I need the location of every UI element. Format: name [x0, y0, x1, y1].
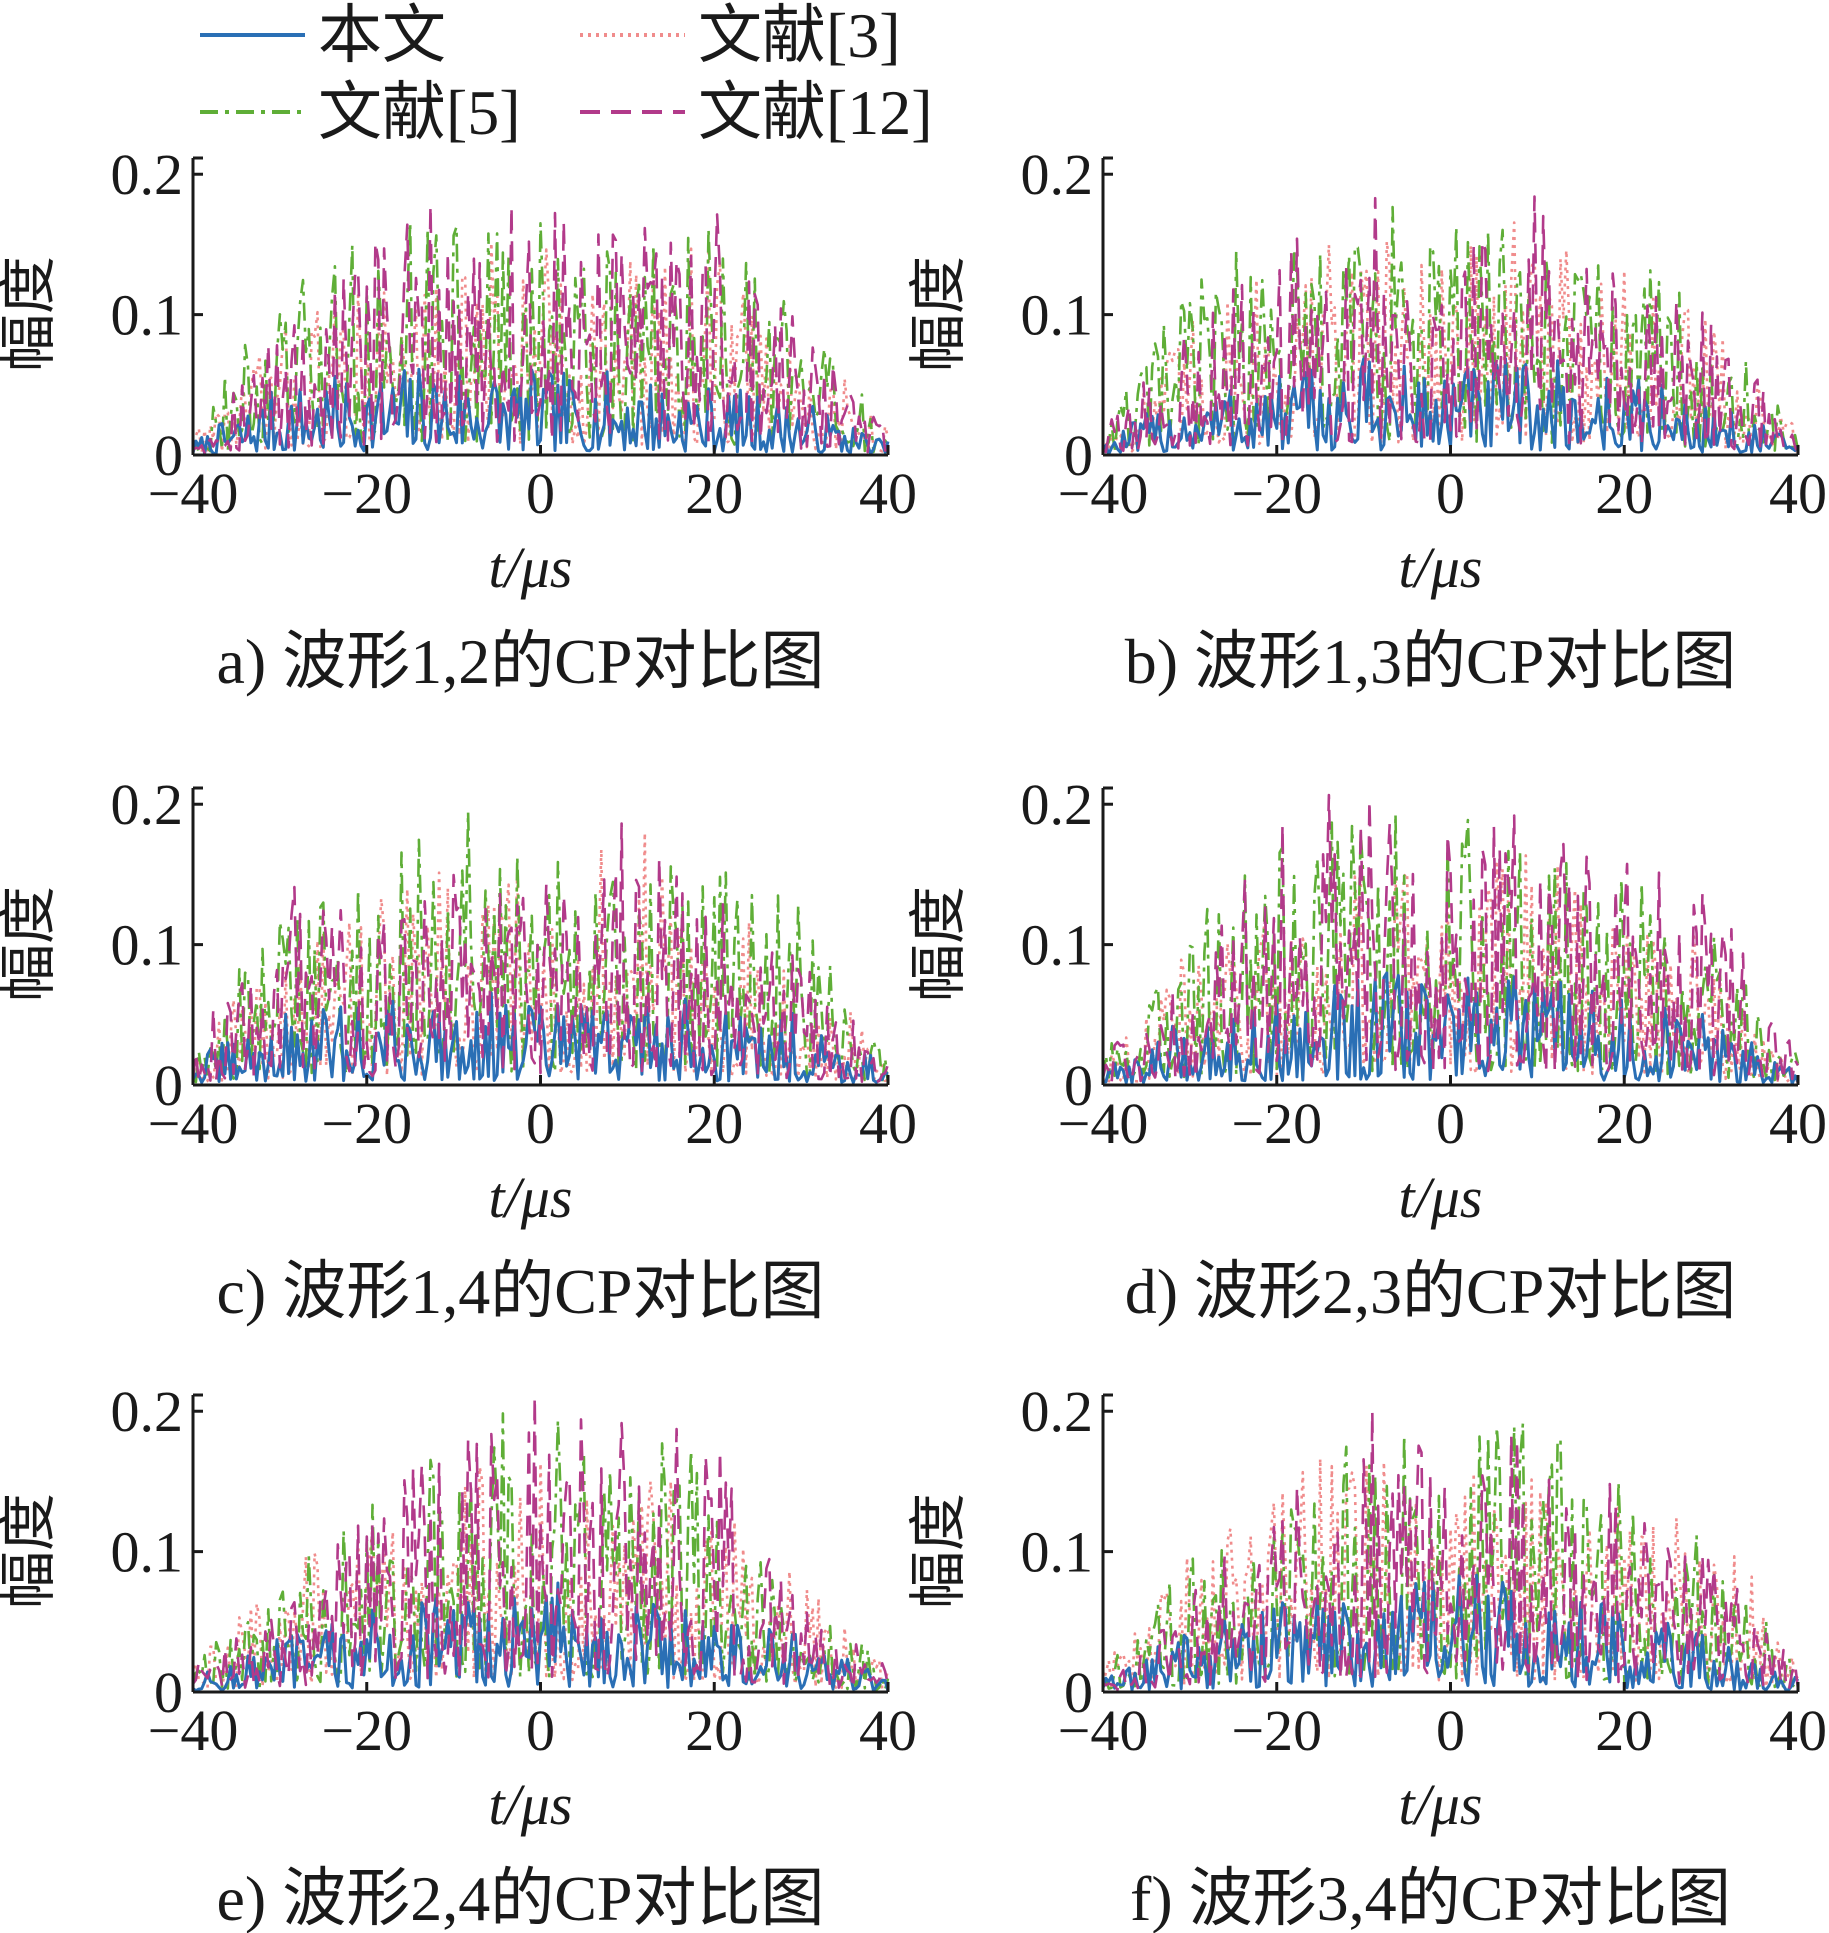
- y-axis-title: 幅度: [906, 1493, 971, 1609]
- x-axis-title: t/μs: [489, 535, 573, 600]
- panel-caption: e) 波形2,4的CP对比图: [217, 1863, 825, 1933]
- y-tick-label: 0.2: [111, 772, 184, 837]
- x-tick-label: 40: [1769, 461, 1827, 526]
- x-axis-title: t/μs: [1399, 1165, 1483, 1230]
- legend-label: 文献[5]: [318, 77, 521, 148]
- series-line: [1102, 1410, 1800, 1691]
- x-axis-title: t/μs: [1399, 535, 1483, 600]
- series-line: [191, 1395, 890, 1690]
- panel-caption: c) 波形1,4的CP对比图: [217, 1256, 825, 1327]
- series-line: [1101, 221, 1800, 455]
- y-tick-label: 0: [1064, 1053, 1093, 1118]
- x-tick-label: −20: [1231, 461, 1322, 526]
- series-line: [191, 991, 889, 1085]
- x-tick-label: −40: [148, 1698, 239, 1763]
- y-axis-title: 幅度: [0, 1493, 61, 1609]
- x-tick-label: 40: [859, 1091, 917, 1156]
- chart-panel: −40 −20 0 20 40 0 0.1 0.2 t/μs 幅度 a) 波形1,2的CP对比图: [0, 142, 917, 697]
- y-axis-title: 幅度: [906, 256, 971, 372]
- y-tick-label: 0.1: [1021, 913, 1094, 978]
- x-tick-label: −20: [1231, 1698, 1322, 1763]
- x-tick-label: 20: [1595, 1698, 1653, 1763]
- x-tick-label: 20: [685, 1698, 743, 1763]
- series-line: [191, 367, 890, 456]
- chart-panel: −40 −20 0 20 40 0 0.1 0.2 t/μs 幅度 c) 波形1,4的CP对比图: [0, 772, 917, 1327]
- x-tick-label: 40: [859, 1698, 917, 1763]
- x-tick-label: −40: [1058, 1091, 1149, 1156]
- x-axis-title: t/μs: [489, 1772, 573, 1837]
- x-tick-label: 40: [1769, 1698, 1827, 1763]
- legend-entry: 本文: [200, 0, 446, 71]
- x-tick-label: 0: [526, 461, 555, 526]
- legend-label: 本文: [318, 0, 446, 71]
- y-tick-label: 0.1: [111, 283, 184, 348]
- x-tick-label: 0: [1436, 1091, 1465, 1156]
- legend-entry: 文献[3]: [580, 0, 901, 71]
- panel-caption: b) 波形1,3的CP对比图: [1125, 626, 1737, 697]
- y-tick-label: 0.1: [111, 913, 184, 978]
- series-line: [191, 822, 890, 1084]
- legend-entry: 文献[12]: [580, 77, 933, 148]
- y-axis-title: 幅度: [906, 886, 971, 1002]
- y-tick-label: 0.1: [111, 1520, 184, 1585]
- series-line: [1102, 195, 1800, 454]
- panel-caption: f) 波形3,4的CP对比图: [1130, 1863, 1731, 1933]
- panel-caption: a) 波形1,2的CP对比图: [217, 626, 825, 697]
- x-tick-label: 0: [526, 1698, 555, 1763]
- x-tick-label: 0: [1436, 1698, 1465, 1763]
- y-axis-title: 幅度: [0, 256, 61, 372]
- series-line: [191, 241, 890, 454]
- y-axis-title: 幅度: [0, 886, 61, 1002]
- y-tick-label: 0: [154, 423, 183, 488]
- series-line: [192, 204, 888, 455]
- legend-label: 文献[3]: [698, 0, 901, 71]
- series-line: [192, 810, 890, 1085]
- y-tick-label: 0.1: [1021, 283, 1094, 348]
- y-tick-label: 0.2: [1021, 772, 1094, 837]
- x-tick-label: 0: [526, 1091, 555, 1156]
- y-tick-label: 0.2: [111, 142, 184, 207]
- x-tick-label: 20: [685, 461, 743, 526]
- series-line: [1101, 1457, 1799, 1692]
- y-tick-label: 0.2: [111, 1379, 184, 1444]
- x-tick-label: −40: [1058, 1698, 1149, 1763]
- x-tick-label: −40: [148, 461, 239, 526]
- series-line: [1101, 812, 1800, 1082]
- y-tick-label: 0: [154, 1660, 183, 1725]
- legend: 本文 文献[3] 文献[5] 文献[12]: [200, 0, 933, 148]
- y-tick-label: 0: [1064, 423, 1093, 488]
- x-axis-title: t/μs: [1399, 1772, 1483, 1837]
- y-tick-label: 0.2: [1021, 142, 1094, 207]
- legend-entry: 文献[5]: [200, 77, 521, 148]
- chart-panel: −40 −20 0 20 40 0 0.1 0.2 t/μs 幅度 f) 波形3,4的CP对比图: [906, 1379, 1827, 1933]
- y-tick-label: 0.2: [1021, 1379, 1094, 1444]
- legend-label: 文献[12]: [698, 77, 933, 148]
- x-axis-title: t/μs: [489, 1165, 573, 1230]
- y-tick-label: 0: [154, 1053, 183, 1118]
- x-tick-label: −20: [321, 1091, 412, 1156]
- panel-caption: d) 波形2,3的CP对比图: [1125, 1256, 1737, 1327]
- x-tick-label: 20: [1595, 461, 1653, 526]
- series-line: [1101, 793, 1800, 1084]
- y-tick-label: 0: [1064, 1660, 1093, 1725]
- chart-panel: −40 −20 0 20 40 0 0.1 0.2 t/μs 幅度 b) 波形1,3的CP对比图: [906, 142, 1827, 697]
- x-tick-label: −20: [321, 1698, 412, 1763]
- x-tick-label: 20: [1595, 1091, 1653, 1156]
- x-tick-label: −40: [148, 1091, 239, 1156]
- chart-panel: −40 −20 0 20 40 0 0.1 0.2 t/μs 幅度 d) 波形2,3的CP对比图: [906, 772, 1827, 1327]
- x-tick-label: 0: [1436, 461, 1465, 526]
- x-tick-label: 40: [859, 461, 917, 526]
- x-tick-label: 20: [685, 1091, 743, 1156]
- chart-panel: −40 −20 0 20 40 0 0.1 0.2 t/μs 幅度 e) 波形2,4的CP对比图: [0, 1379, 917, 1933]
- series-line: [1101, 1573, 1800, 1693]
- x-tick-label: 40: [1769, 1091, 1827, 1156]
- x-tick-label: −20: [1231, 1091, 1322, 1156]
- x-tick-label: −40: [1058, 461, 1149, 526]
- x-tick-label: −20: [321, 461, 412, 526]
- y-tick-label: 0.1: [1021, 1520, 1094, 1585]
